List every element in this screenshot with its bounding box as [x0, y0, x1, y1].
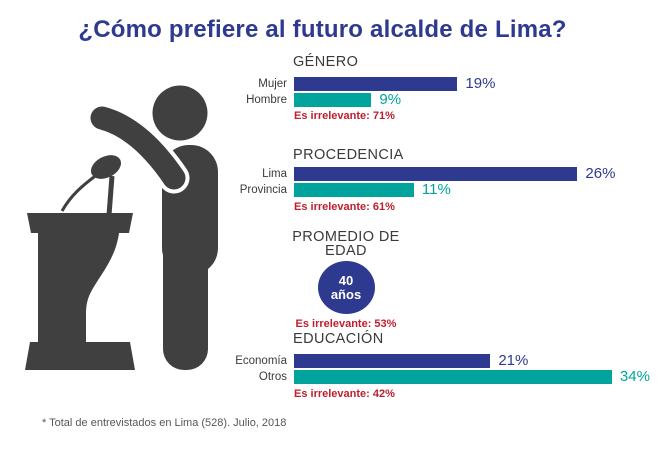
- microphone-cable: [60, 172, 99, 212]
- bar-value-provincia: 11%: [421, 181, 451, 198]
- speaker-arm: [90, 106, 186, 190]
- section-procedencia: PROCEDENCIA Lima 26% Provincia 11% Es ir…: [208, 147, 668, 214]
- bar-otros: [294, 370, 612, 384]
- bar-row-economia: Economía 21%: [208, 352, 668, 369]
- section-heading-educacion: EDUCACIÓN: [293, 331, 384, 347]
- bar-row-lima: Lima 26%: [208, 165, 668, 182]
- irrelevant-note-procedencia: Es irrelevante: 61%: [294, 201, 395, 213]
- bar-value-mujer: 19%: [465, 75, 496, 92]
- bar-value-otros: 34%: [619, 368, 650, 385]
- speaker-legs: [163, 233, 208, 370]
- bar-lima: [294, 167, 578, 181]
- age-unit: años: [330, 286, 362, 302]
- irrelevant-note-edad: Es irrelevante: 53%: [295, 318, 397, 330]
- section-heading-edad: PROMEDIO DE EDAD: [292, 228, 400, 258]
- age-value: 40: [338, 272, 354, 288]
- bar-row-hombre: Hombre 9%: [208, 91, 668, 108]
- podium-column: [38, 233, 119, 342]
- bar-row-otros: Otros 34%: [208, 368, 668, 385]
- podium-base: [25, 342, 135, 370]
- speaker-head: [152, 85, 208, 141]
- category-label-provincia: Provincia: [239, 184, 287, 196]
- footnote: * Total de entrevistados en Lima (528). …: [42, 417, 287, 429]
- section-promedio-edad: PROMEDIO DE EDAD 40 años Es irrelevante:…: [208, 228, 484, 330]
- bar-row-mujer: Mujer 19%: [208, 75, 668, 92]
- section-educacion: EDUCACIÓN Economía 21% Otros 34% Es irre…: [208, 331, 668, 401]
- microphone-stand: [106, 175, 115, 216]
- microphone-icon: [90, 155, 122, 179]
- bar-economia: [294, 354, 491, 368]
- irrelevant-note-genero: Es irrelevante: 71%: [294, 110, 395, 122]
- heading-line-2: EDAD: [325, 242, 367, 259]
- bar-hombre: [294, 93, 372, 107]
- heading-line-1: PROMEDIO DE: [292, 229, 400, 245]
- section-genero: GÉNERO Mujer 19% Hombre 9% Es irrelevant…: [208, 54, 668, 123]
- section-heading-procedencia: PROCEDENCIA: [293, 147, 404, 163]
- irrelevant-note-educacion: Es irrelevante: 42%: [294, 388, 395, 400]
- bar-provincia: [294, 183, 414, 197]
- bar-value-lima: 26%: [585, 165, 616, 182]
- bar-mujer: [294, 77, 458, 91]
- category-label-hombre: Hombre: [246, 94, 287, 106]
- speaker-at-podium-illustration: [25, 85, 218, 370]
- bar-row-provincia: Provincia 11%: [208, 181, 668, 198]
- section-heading-genero: GÉNERO: [293, 54, 359, 70]
- podium-top: [27, 213, 133, 233]
- bar-value-hombre: 9%: [379, 91, 402, 108]
- category-label-otros: Otros: [258, 371, 287, 383]
- age-badge: 40 años: [317, 261, 375, 314]
- category-label-economia: Economía: [235, 355, 287, 367]
- bar-value-economia: 21%: [498, 352, 529, 369]
- page-title: ¿Cómo prefiere al futuro alcalde de Lima…: [78, 16, 567, 43]
- category-label-lima: Lima: [262, 168, 287, 180]
- category-label-mujer: Mujer: [258, 78, 287, 90]
